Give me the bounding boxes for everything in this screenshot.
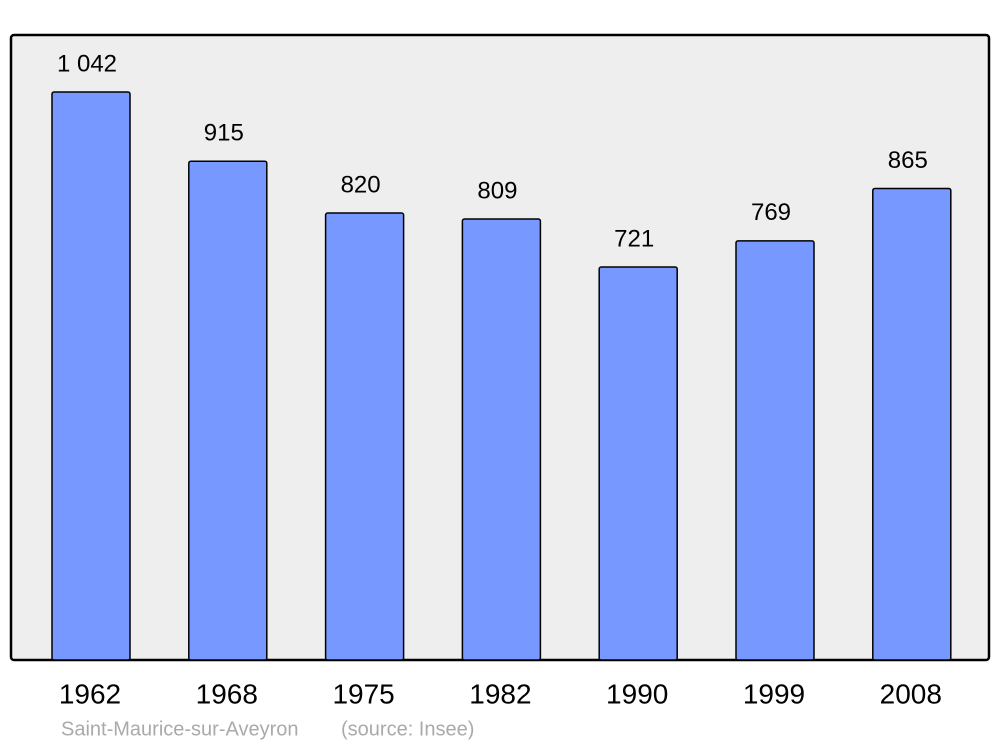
value-label: 865 (888, 147, 928, 174)
source: (source: Insee) (341, 718, 474, 740)
bar (461, 218, 542, 661)
value-label: 721 (614, 225, 654, 252)
x-tick-label: 2008 (880, 678, 942, 709)
value-label: 809 (477, 177, 517, 204)
x-tick-label: 1999 (743, 678, 805, 709)
bar (872, 187, 952, 661)
bar (188, 160, 268, 661)
x-tick-label: 1975 (332, 678, 394, 709)
value-label: 1 042 (57, 50, 117, 77)
value-label: 820 (341, 171, 381, 198)
value-label: 915 (204, 120, 244, 147)
x-tick-label: 1990 (606, 678, 668, 709)
bar (51, 91, 131, 661)
bar (735, 240, 815, 661)
bar (324, 212, 405, 661)
caption: Saint-Maurice-sur-Aveyron (61, 718, 299, 740)
x-tick-label: 1962 (59, 678, 121, 709)
x-tick-label: 1968 (196, 678, 258, 709)
x-tick-label: 1982 (469, 678, 531, 709)
value-label: 769 (751, 199, 791, 226)
bar (598, 266, 678, 661)
